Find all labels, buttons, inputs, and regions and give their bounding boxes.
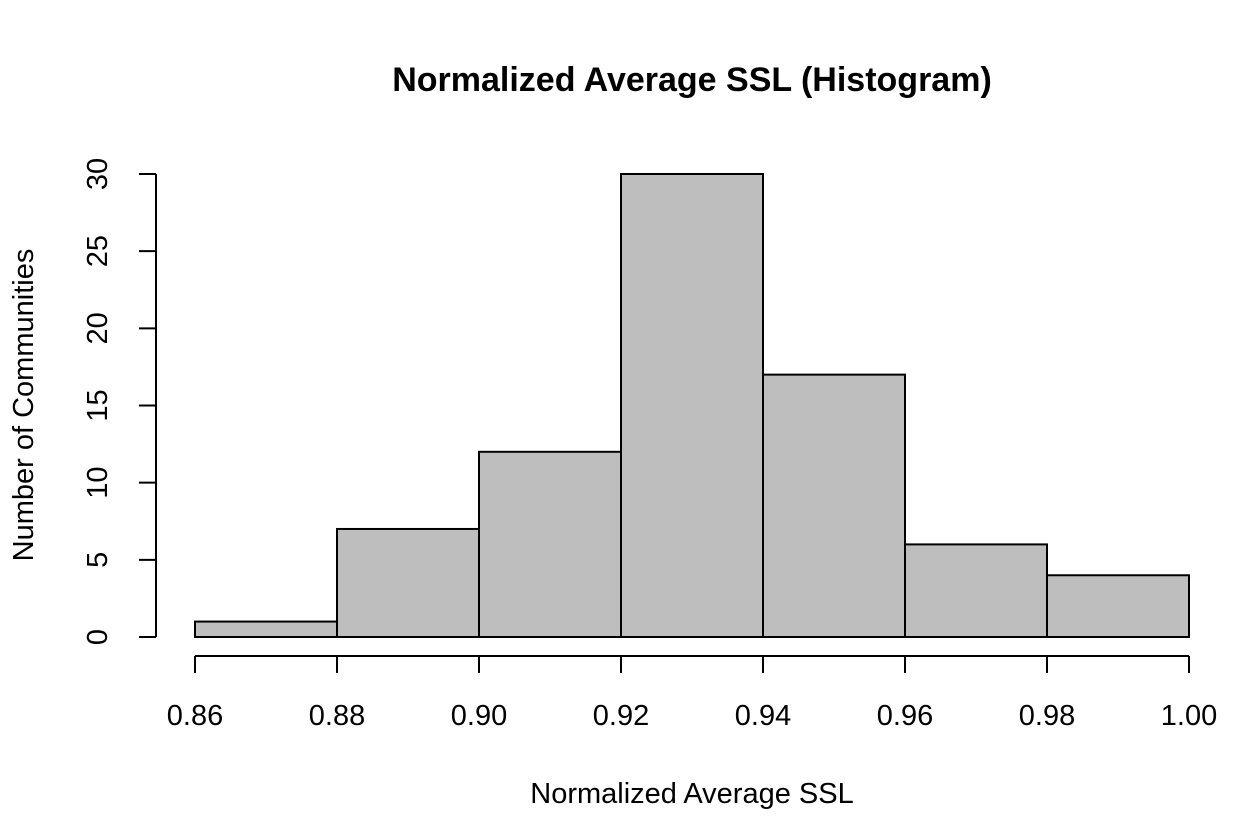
y-tick-label-5: 25 xyxy=(82,235,114,267)
x-tick-label-2: 0.90 xyxy=(451,700,507,732)
chart-title: Normalized Average SSL (Histogram) xyxy=(392,61,992,99)
x-tick-label-0: 0.86 xyxy=(167,700,223,732)
y-tick-label-0: 0 xyxy=(82,629,114,645)
y-tick-label-2: 10 xyxy=(82,467,114,499)
y-tick-label-4: 20 xyxy=(82,312,114,344)
y-tick-label-1: 5 xyxy=(82,552,114,568)
x-tick-label-6: 0.98 xyxy=(1019,700,1075,732)
y-axis: 0 5 10 15 20 25 30 xyxy=(82,158,157,645)
histogram-bar-4 xyxy=(762,373,906,638)
x-tick-label-1: 0.88 xyxy=(309,700,365,732)
histogram-bar-2 xyxy=(478,450,622,638)
histogram-bar-1 xyxy=(336,527,480,639)
x-axis-label: Normalized Average SSL xyxy=(530,778,853,810)
x-tick-label-4: 0.94 xyxy=(735,700,791,732)
histogram-bar-5 xyxy=(904,543,1048,639)
histogram-bar-6 xyxy=(1046,574,1190,638)
y-tick-label-3: 15 xyxy=(82,389,114,421)
x-tick-label-5: 0.96 xyxy=(877,700,933,732)
x-tick-label-7: 1.00 xyxy=(1161,700,1217,732)
x-tick-label-3: 0.92 xyxy=(593,700,649,732)
histogram-bar-3 xyxy=(620,173,764,638)
x-axis: 0.86 0.88 0.90 0.92 0.94 0.96 0.98 1.00 xyxy=(167,655,1217,732)
y-tick-label-6: 30 xyxy=(82,158,114,190)
y-axis-label: Number of Communities xyxy=(8,249,40,562)
bars-group xyxy=(194,173,1190,639)
histogram-bar-0 xyxy=(194,620,338,638)
